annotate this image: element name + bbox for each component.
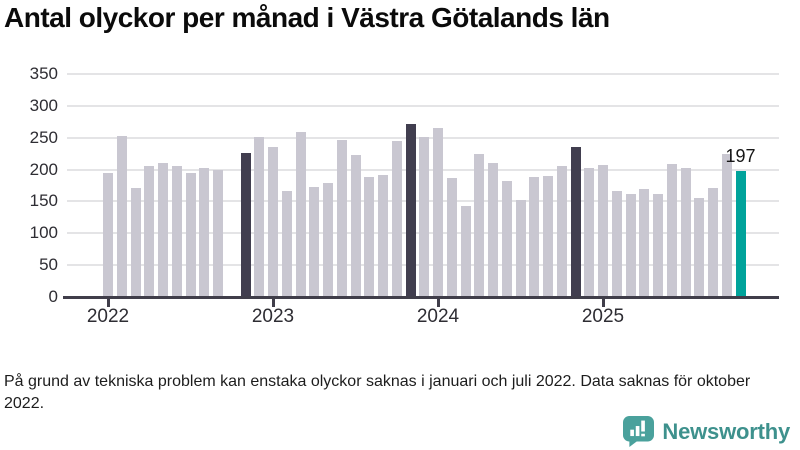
plot-area: 197: [65, 73, 779, 297]
bar-2025-03: [625, 194, 636, 297]
newsworthy-logo[interactable]: Newsworthy: [623, 416, 790, 447]
bar-2025-06: [666, 163, 677, 297]
y-tick-label-350: 350: [29, 64, 58, 83]
y-tick-label-300: 300: [29, 95, 58, 115]
bar-2022-07: [185, 172, 196, 297]
bar-2023-05: [323, 182, 333, 297]
bar-2023-08: [364, 177, 375, 297]
bar-2025-05: [653, 193, 663, 297]
y-tick-label-0: 0: [48, 287, 58, 306]
x-tick-2024: [436, 299, 440, 307]
bar-2022-05: [158, 162, 168, 297]
y-tick-label-150: 150: [29, 191, 58, 211]
x-tick-2022: [106, 299, 110, 307]
y-tick-label-50: 50: [39, 255, 58, 275]
chart-title: Antal olyckor per månad i Västra Götalan…: [4, 2, 610, 33]
x-tick-label-2022: 2022: [86, 306, 130, 327]
y-axis-labels: 0 50 100 150 200 250 300 350: [0, 0, 58, 450]
newsworthy-bar-chart-icon: [623, 416, 655, 447]
bar-2022-01: [103, 172, 113, 297]
gridline-350: [67, 73, 779, 75]
bar-2022-12: [254, 137, 265, 297]
x-tick-label-2024: 2024: [416, 306, 460, 327]
y-tick-label-200: 200: [29, 159, 58, 179]
bar-2022-08: [199, 167, 210, 297]
bar-2025-01: [598, 165, 608, 297]
gridline-300: [67, 104, 779, 107]
y-tick-label-250: 250: [29, 127, 58, 147]
bar-2024-01: [433, 127, 443, 297]
bar-2024-11: [570, 147, 581, 297]
bar-2024-04: [474, 154, 485, 297]
bar-2025-08: [694, 198, 705, 297]
bar-2024-02: [446, 177, 457, 297]
bar-2022-02: [116, 135, 127, 297]
bar-2024-03: [460, 205, 471, 297]
bar-2023-01: [268, 146, 278, 297]
bar-2024-09: [543, 175, 553, 297]
bar-2024-12: [584, 167, 595, 297]
bar-2024-06: [501, 181, 512, 297]
bar-2025-02: [611, 190, 622, 297]
bar-2023-11: [405, 124, 416, 297]
newsworthy-wordmark: Newsworthy: [662, 418, 790, 444]
bar-2023-07: [350, 154, 361, 297]
bar-2022-11: [240, 153, 251, 297]
bar-2024-07: [515, 199, 526, 297]
bar-2025-11: [735, 171, 746, 297]
bar-2024-08: [529, 177, 540, 297]
x-tick-2025: [601, 299, 605, 307]
bar-2023-12: [419, 137, 430, 297]
bar-2022-06: [171, 166, 182, 297]
x-tick-label-2025: 2025: [581, 306, 625, 327]
x-tick-2023: [271, 299, 275, 307]
bar-2022-09: [213, 170, 223, 297]
latest-value-label: 197: [725, 146, 756, 167]
bar-2025-04: [639, 188, 650, 297]
bar-2025-09: [708, 188, 718, 297]
x-axis-line: [63, 296, 779, 299]
bar-2025-07: [680, 167, 691, 297]
bar-2023-06: [336, 139, 347, 297]
bar-2023-04: [309, 186, 320, 297]
bar-2024-10: [556, 165, 567, 297]
bar-2023-02: [281, 191, 292, 297]
bar-2023-09: [378, 175, 388, 297]
bar-2024-05: [488, 162, 498, 297]
bar-2025-10: [721, 154, 732, 297]
bar-2022-04: [144, 166, 155, 297]
chart-footnote: På grund av tekniska problem kan enstaka…: [4, 373, 751, 412]
x-tick-label-2023: 2023: [251, 306, 295, 327]
y-tick-label-100: 100: [29, 223, 58, 243]
bar-2023-03: [295, 131, 306, 297]
bar-2022-03: [130, 188, 141, 297]
bar-2023-10: [391, 140, 402, 297]
